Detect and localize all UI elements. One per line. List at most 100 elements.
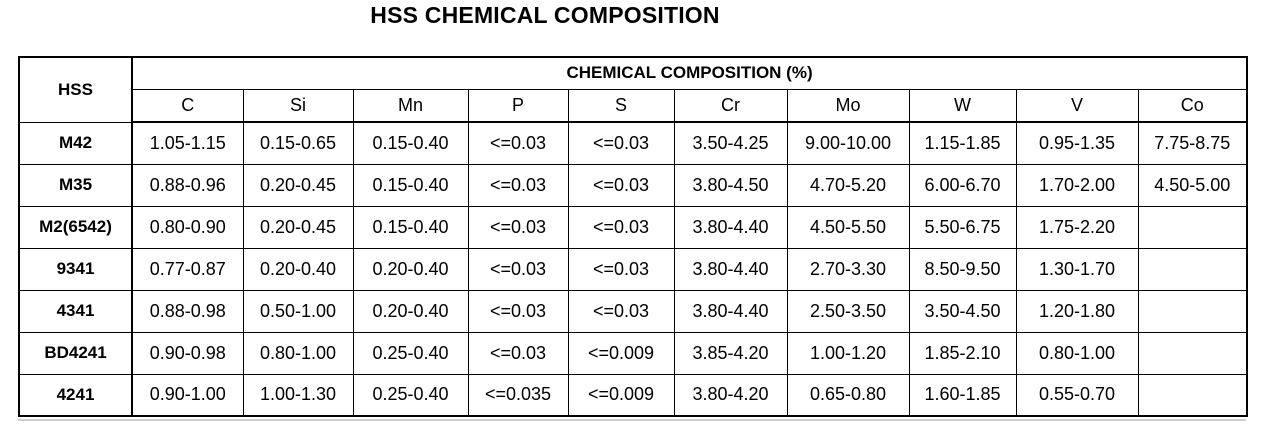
- value-cell: 1.00-1.30: [242, 373, 354, 417]
- value-cell: 3.85-4.20: [673, 331, 788, 375]
- value-cell: [1137, 331, 1248, 375]
- table-row: M2(6542) 0.80-0.90 0.20-0.45 0.15-0.40 <…: [18, 205, 1248, 249]
- column-header-element: S: [567, 88, 675, 123]
- value-cell: 1.30-1.70: [1015, 247, 1139, 291]
- header-row-elements: C Si Mn P S Cr Mo W V Co: [19, 88, 1248, 123]
- table-row: M42 1.05-1.15 0.15-0.65 0.15-0.40 <=0.03…: [18, 121, 1248, 165]
- value-cell: 7.75-8.75: [1137, 121, 1248, 165]
- value-cell: 0.15-0.65: [242, 121, 354, 165]
- value-cell: 0.25-0.40: [352, 331, 469, 375]
- value-cell: [1137, 289, 1248, 333]
- grade-cell: M42: [18, 121, 133, 165]
- value-cell: 3.80-4.50: [673, 163, 788, 207]
- value-cell: <=0.035: [467, 373, 569, 417]
- column-header-element: Mn: [352, 88, 469, 123]
- value-cell: 4.70-5.20: [786, 163, 910, 207]
- table-row: M35 0.88-0.96 0.20-0.45 0.15-0.40 <=0.03…: [18, 163, 1248, 207]
- table-row: 4241 0.90-1.00 1.00-1.30 0.25-0.40 <=0.0…: [18, 373, 1248, 417]
- value-cell: 4.50-5.00: [1137, 163, 1248, 207]
- column-header-element: Mo: [786, 88, 910, 123]
- value-cell: 2.70-3.30: [786, 247, 910, 291]
- value-cell: 5.50-6.75: [908, 205, 1017, 249]
- value-cell: 0.80-0.90: [131, 205, 244, 249]
- value-cell: 0.20-0.40: [242, 247, 354, 291]
- value-cell: 9.00-10.00: [786, 121, 910, 165]
- value-cell: <=0.03: [467, 163, 569, 207]
- value-cell: 0.88-0.96: [131, 163, 244, 207]
- value-cell: <=0.03: [567, 289, 675, 333]
- value-cell: <=0.009: [567, 331, 675, 375]
- value-cell: 0.80-1.00: [242, 331, 354, 375]
- value-cell: [1137, 247, 1248, 291]
- value-cell: 0.77-0.87: [131, 247, 244, 291]
- hss-composition-table: HSS CHEMICAL COMPOSITION (%) C Si Mn P S…: [18, 56, 1249, 417]
- value-cell: 0.50-1.00: [242, 289, 354, 333]
- value-cell: 0.95-1.35: [1015, 121, 1139, 165]
- value-cell: 0.20-0.40: [352, 247, 469, 291]
- value-cell: <=0.03: [467, 205, 569, 249]
- page-title: HSS CHEMICAL COMPOSITION: [370, 2, 720, 28]
- grade-cell: M2(6542): [18, 205, 133, 249]
- value-cell: <=0.009: [567, 373, 675, 417]
- value-cell: 0.88-0.98: [131, 289, 244, 333]
- value-cell: 3.80-4.20: [673, 373, 788, 417]
- value-cell: <=0.03: [567, 163, 675, 207]
- value-cell: 3.80-4.40: [673, 289, 788, 333]
- grade-cell: BD4241: [18, 331, 133, 375]
- value-cell: 1.70-2.00: [1015, 163, 1139, 207]
- value-cell: 0.20-0.40: [352, 289, 469, 333]
- value-cell: <=0.03: [567, 247, 675, 291]
- value-cell: 0.20-0.45: [242, 205, 354, 249]
- value-cell: 0.15-0.40: [352, 163, 469, 207]
- value-cell: [1137, 205, 1248, 249]
- column-header-hss: HSS: [18, 56, 133, 123]
- value-cell: 1.60-1.85: [908, 373, 1017, 417]
- value-cell: 0.65-0.80: [786, 373, 910, 417]
- column-header-element: Cr: [673, 88, 788, 123]
- table-body: M42 1.05-1.15 0.15-0.65 0.15-0.40 <=0.03…: [18, 121, 1248, 417]
- value-cell: 0.15-0.40: [352, 205, 469, 249]
- value-cell: 2.50-3.50: [786, 289, 910, 333]
- value-cell: 0.15-0.40: [352, 121, 469, 165]
- value-cell: 3.80-4.40: [673, 205, 788, 249]
- value-cell: 1.00-1.20: [786, 331, 910, 375]
- value-cell: 1.15-1.85: [908, 121, 1017, 165]
- table-row: 9341 0.77-0.87 0.20-0.40 0.20-0.40 <=0.0…: [18, 247, 1248, 291]
- value-cell: 1.75-2.20: [1015, 205, 1139, 249]
- value-cell: 0.90-0.98: [131, 331, 244, 375]
- grade-cell: 4241: [18, 373, 133, 417]
- divider: [18, 419, 1246, 421]
- grade-cell: 4341: [18, 289, 133, 333]
- header-row-group: HSS CHEMICAL COMPOSITION (%): [18, 56, 1248, 123]
- value-cell: 3.80-4.40: [673, 247, 788, 291]
- column-header-element: Si: [242, 88, 354, 123]
- column-header-element: V: [1015, 88, 1139, 123]
- column-header-element: Co: [1137, 88, 1248, 123]
- grade-cell: M35: [18, 163, 133, 207]
- value-cell: <=0.03: [467, 121, 569, 165]
- column-header-element: P: [467, 88, 569, 123]
- column-header-element: C: [131, 88, 244, 123]
- value-cell: <=0.03: [467, 289, 569, 333]
- value-cell: 1.05-1.15: [131, 121, 244, 165]
- value-cell: <=0.03: [467, 247, 569, 291]
- value-cell: 0.55-0.70: [1015, 373, 1139, 417]
- column-header-element: W: [908, 88, 1017, 123]
- value-cell: 1.85-2.10: [908, 331, 1017, 375]
- value-cell: [1137, 373, 1248, 417]
- value-cell: <=0.03: [467, 331, 569, 375]
- value-cell: 1.20-1.80: [1015, 289, 1139, 333]
- value-cell: 0.25-0.40: [352, 373, 469, 417]
- value-cell: 6.00-6.70: [908, 163, 1017, 207]
- value-cell: 0.80-1.00: [1015, 331, 1139, 375]
- value-cell: 0.90-1.00: [131, 373, 244, 417]
- grade-cell: 9341: [18, 247, 133, 291]
- value-cell: 3.50-4.25: [673, 121, 788, 165]
- table-row: BD4241 0.90-0.98 0.80-1.00 0.25-0.40 <=0…: [18, 331, 1248, 375]
- value-cell: <=0.03: [567, 121, 675, 165]
- value-cell: 8.50-9.50: [908, 247, 1017, 291]
- value-cell: 0.20-0.45: [242, 163, 354, 207]
- column-group-header-composition: CHEMICAL COMPOSITION (%): [131, 56, 1248, 90]
- value-cell: 3.50-4.50: [908, 289, 1017, 333]
- table-row: 4341 0.88-0.98 0.50-1.00 0.20-0.40 <=0.0…: [18, 289, 1248, 333]
